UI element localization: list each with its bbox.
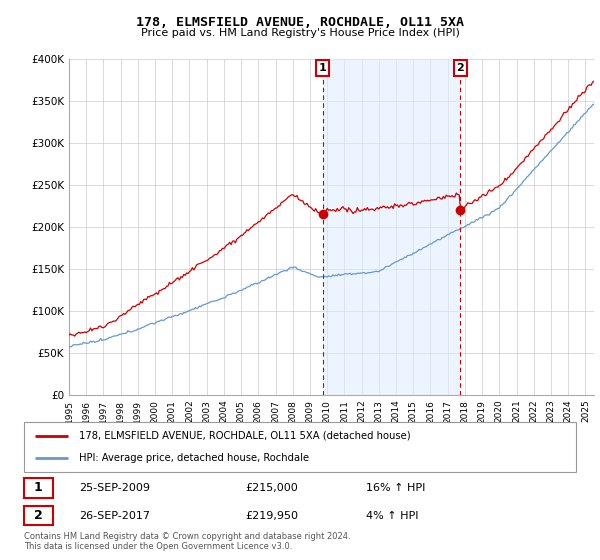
Text: HPI: Average price, detached house, Rochdale: HPI: Average price, detached house, Roch… [79, 453, 310, 463]
Text: 2: 2 [457, 63, 464, 73]
FancyBboxPatch shape [24, 422, 576, 472]
Text: £215,000: £215,000 [245, 483, 298, 493]
Text: 1: 1 [319, 63, 326, 73]
Text: 16% ↑ HPI: 16% ↑ HPI [366, 483, 425, 493]
Text: Contains HM Land Registry data © Crown copyright and database right 2024.
This d: Contains HM Land Registry data © Crown c… [24, 532, 350, 552]
Text: 178, ELMSFIELD AVENUE, ROCHDALE, OL11 5XA: 178, ELMSFIELD AVENUE, ROCHDALE, OL11 5X… [136, 16, 464, 29]
Text: 25-SEP-2009: 25-SEP-2009 [79, 483, 150, 493]
FancyBboxPatch shape [24, 506, 53, 525]
Text: 26-SEP-2017: 26-SEP-2017 [79, 511, 150, 521]
Text: 178, ELMSFIELD AVENUE, ROCHDALE, OL11 5XA (detached house): 178, ELMSFIELD AVENUE, ROCHDALE, OL11 5X… [79, 431, 411, 441]
Text: Price paid vs. HM Land Registry's House Price Index (HPI): Price paid vs. HM Land Registry's House … [140, 28, 460, 38]
Text: 4% ↑ HPI: 4% ↑ HPI [366, 511, 419, 521]
Text: 1: 1 [34, 482, 43, 494]
Text: £219,950: £219,950 [245, 511, 298, 521]
FancyBboxPatch shape [24, 478, 53, 498]
Text: 2: 2 [34, 509, 43, 522]
